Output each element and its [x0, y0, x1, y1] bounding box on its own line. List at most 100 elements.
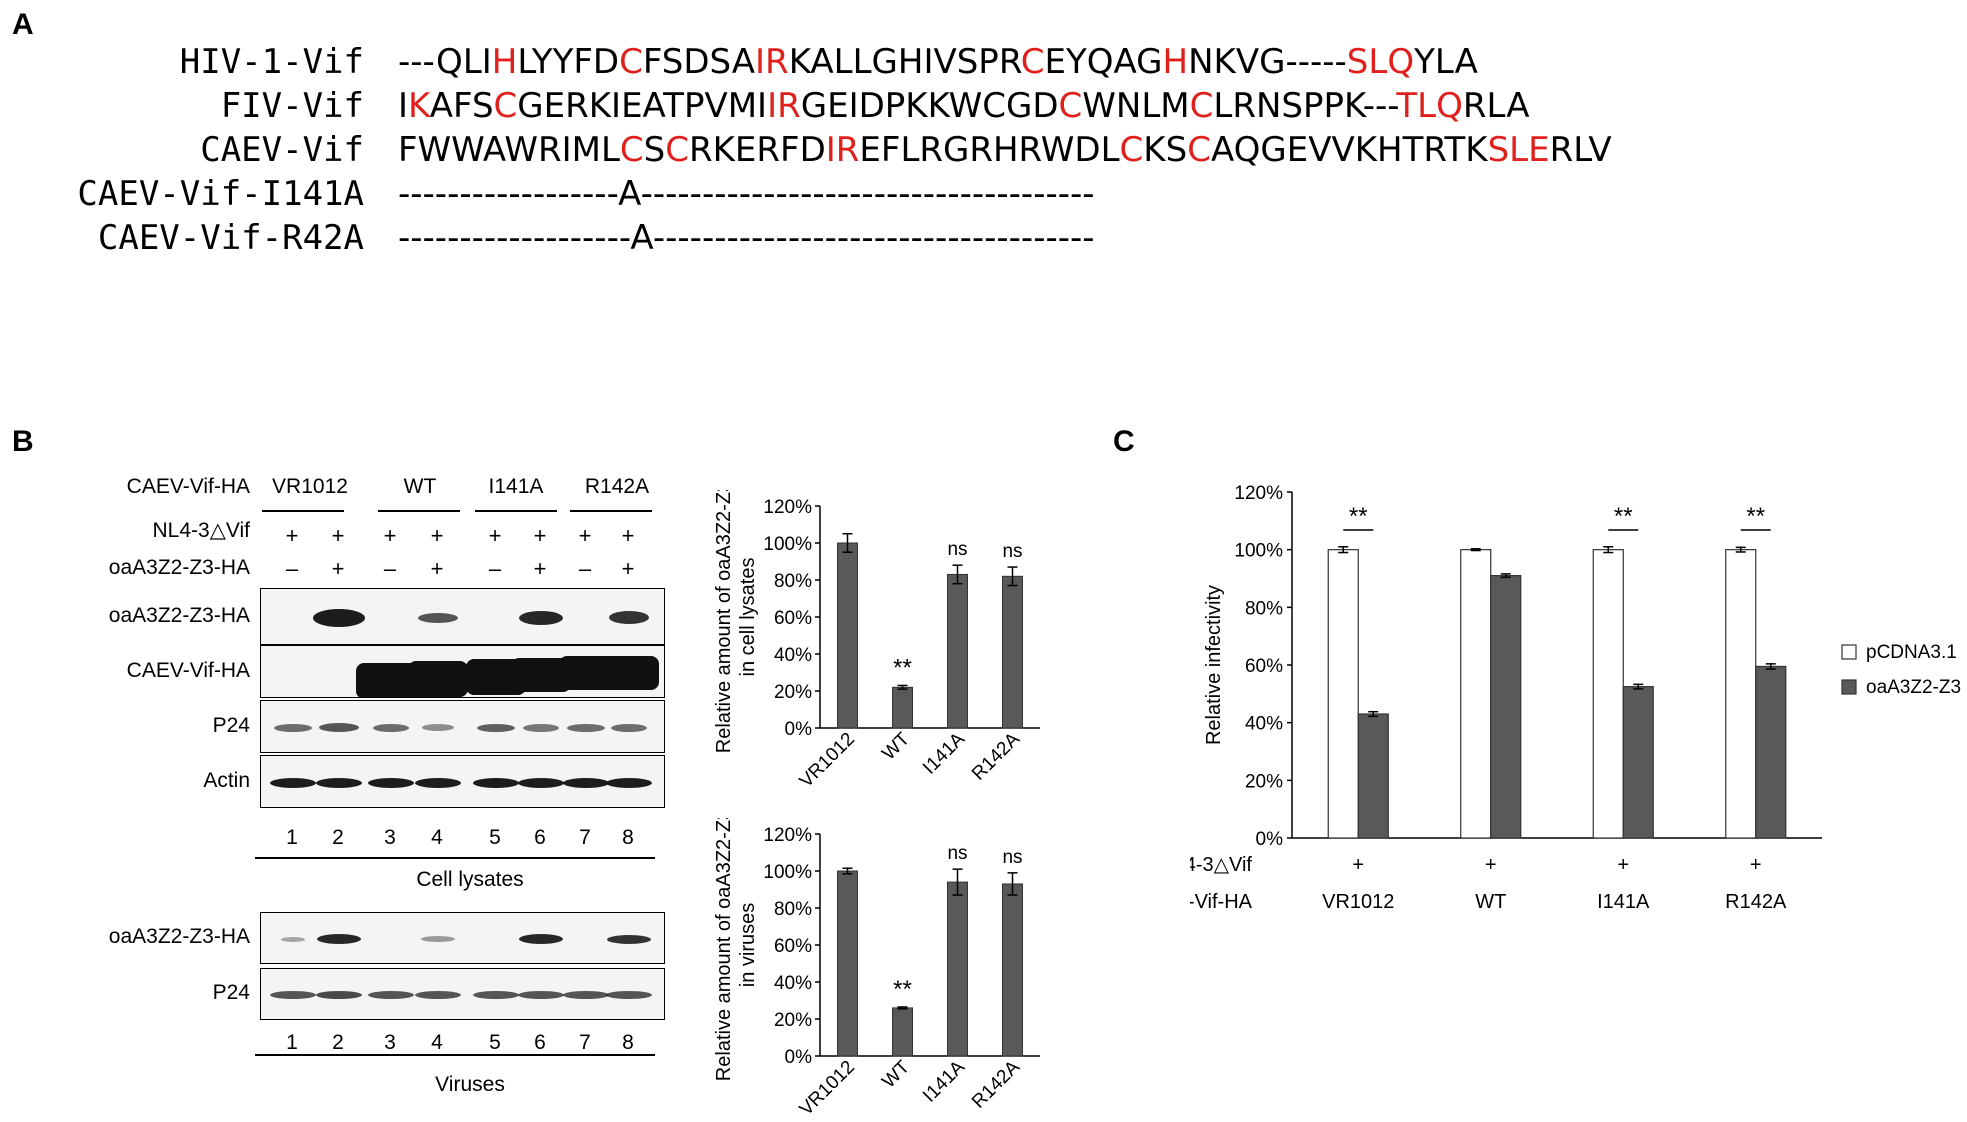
blot-band [606, 777, 652, 788]
nl43-sign: + [1485, 854, 1497, 876]
bar [1460, 549, 1492, 839]
sequence-segment: LYYFD [517, 42, 620, 82]
blot-band [607, 934, 651, 944]
bar [892, 686, 913, 729]
blot-header-label: CAEV-Vif-HA [126, 475, 250, 498]
significance-label: ** [893, 654, 912, 681]
oa-sign: – [578, 556, 592, 581]
sequence-segment: RLA [1462, 86, 1530, 126]
oa-sign: + [533, 556, 547, 581]
blot-band [316, 991, 362, 999]
blot-row-label: P24 [212, 981, 250, 1004]
sequence-segment: NKVG----- [1188, 42, 1347, 82]
legend-swatch [1841, 679, 1857, 695]
blot-band [599, 655, 659, 690]
blot-band [274, 723, 312, 732]
blot-band [477, 723, 515, 732]
row-label-nl43: NL4-3△Vif [1190, 854, 1252, 876]
nl43-sign: + [621, 523, 635, 548]
sequence-segment: LRNSPPK--- [1213, 86, 1397, 126]
chart-relative-infectivity: Relative infectivity 0% 20% 40% 60% 80% 100% 12… [1190, 483, 1961, 913]
oa-sign: – [285, 556, 299, 581]
significance-label: ns [1002, 541, 1022, 562]
conserved-residue: SLQ [1346, 42, 1415, 82]
bar [1622, 686, 1654, 839]
nl43-sign: + [1750, 854, 1762, 876]
sequence-segment: I [481, 42, 492, 82]
conserved-residue: IR [755, 42, 789, 82]
group-rule-1 [262, 510, 344, 512]
sequence-segment: RKERFD [688, 130, 826, 170]
virus-caption-rule [255, 1054, 655, 1056]
sequence-segment: KS [1143, 130, 1188, 170]
bar [1490, 575, 1522, 839]
lane-number: 3 [384, 826, 396, 849]
alignment-label: HIV-1-Vif [179, 42, 364, 82]
legend-label: oaA3Z2-Z3 [1866, 677, 1961, 698]
lane-number: 8 [622, 1031, 634, 1054]
bar [947, 881, 968, 1057]
blot-row-label: CAEV-Vif-HA [126, 658, 250, 682]
lane-number: 4 [431, 1031, 443, 1054]
y-tick-label: 20% [774, 1010, 812, 1031]
sequence-segment: FWWAWRIML [398, 130, 620, 170]
sequence-segment: FSDSA [642, 42, 756, 82]
panel-letter-c: C [1113, 425, 1135, 458]
conserved-residue: TLQ [1396, 86, 1463, 126]
conserved-residue: C [619, 130, 644, 170]
y-axis-label: Relative infectivity [1203, 585, 1225, 745]
y-tick-label: 40% [774, 645, 812, 666]
category-label: WT [878, 1056, 914, 1092]
blot-band [319, 723, 359, 732]
lane-number: 1 [286, 826, 298, 849]
group-rule-4 [570, 510, 652, 512]
y-tick-label: 60% [1245, 656, 1283, 677]
nl43-sign: + [1617, 854, 1629, 876]
alignment-sequence: FWWAWRIMLCSCRKERFDIREFLRGRHRWDLCKSCAQGEV… [398, 130, 1612, 170]
chart-lysate-amount: Relative amount of oaA3Z2-Z3 in cell lysa… [713, 490, 1040, 792]
category-label: R142A [1725, 891, 1787, 913]
sequence-segment: AFS [429, 86, 494, 126]
blot-band [313, 608, 365, 627]
conserved-residue: IR [767, 86, 801, 126]
category-label: I141A [1597, 891, 1650, 913]
blot-band [408, 660, 468, 697]
bar [1002, 883, 1023, 1057]
blot-group-vr1012: VR1012 [272, 475, 348, 498]
nl43-sign: + [383, 523, 397, 548]
bar [1755, 665, 1787, 839]
nl43-sign: + [430, 523, 444, 548]
y-tick-label: 20% [774, 682, 812, 703]
legend-swatch [1841, 644, 1857, 660]
significance-label: ns [1002, 847, 1022, 868]
blot-band [563, 991, 609, 999]
bar [947, 573, 968, 729]
significance-label: ** [1746, 503, 1765, 530]
nl43-sign: + [331, 523, 345, 548]
blot-group-wt: WT [403, 475, 437, 498]
bar [1725, 549, 1757, 839]
nl43-sign: + [1352, 854, 1364, 876]
blot-band [567, 723, 605, 732]
oa-sign: + [621, 556, 635, 581]
blot-band [415, 777, 461, 788]
lane-number: 4 [431, 826, 443, 849]
nl43-sign: + [488, 523, 502, 548]
conserved-residue: C [1058, 86, 1083, 126]
lysate-caption-rule [255, 857, 655, 859]
blot-band [368, 991, 414, 999]
lane-number: 2 [332, 826, 344, 849]
conserved-residue: H [491, 42, 518, 82]
conserved-residue: SLE [1487, 130, 1550, 170]
blot-band [270, 777, 316, 788]
blot-band [563, 777, 609, 788]
blot-row-label: oaA3Z2-Z3-HA [108, 925, 250, 948]
panel-letter-b: B [12, 425, 34, 458]
blot-band [373, 723, 409, 732]
bar [1592, 549, 1624, 839]
y-tick-label: 60% [774, 608, 812, 629]
y-tick-label: 100% [763, 534, 812, 555]
blot-strip [260, 645, 665, 698]
lane-number: 1 [286, 1031, 298, 1054]
bar [1327, 549, 1359, 839]
